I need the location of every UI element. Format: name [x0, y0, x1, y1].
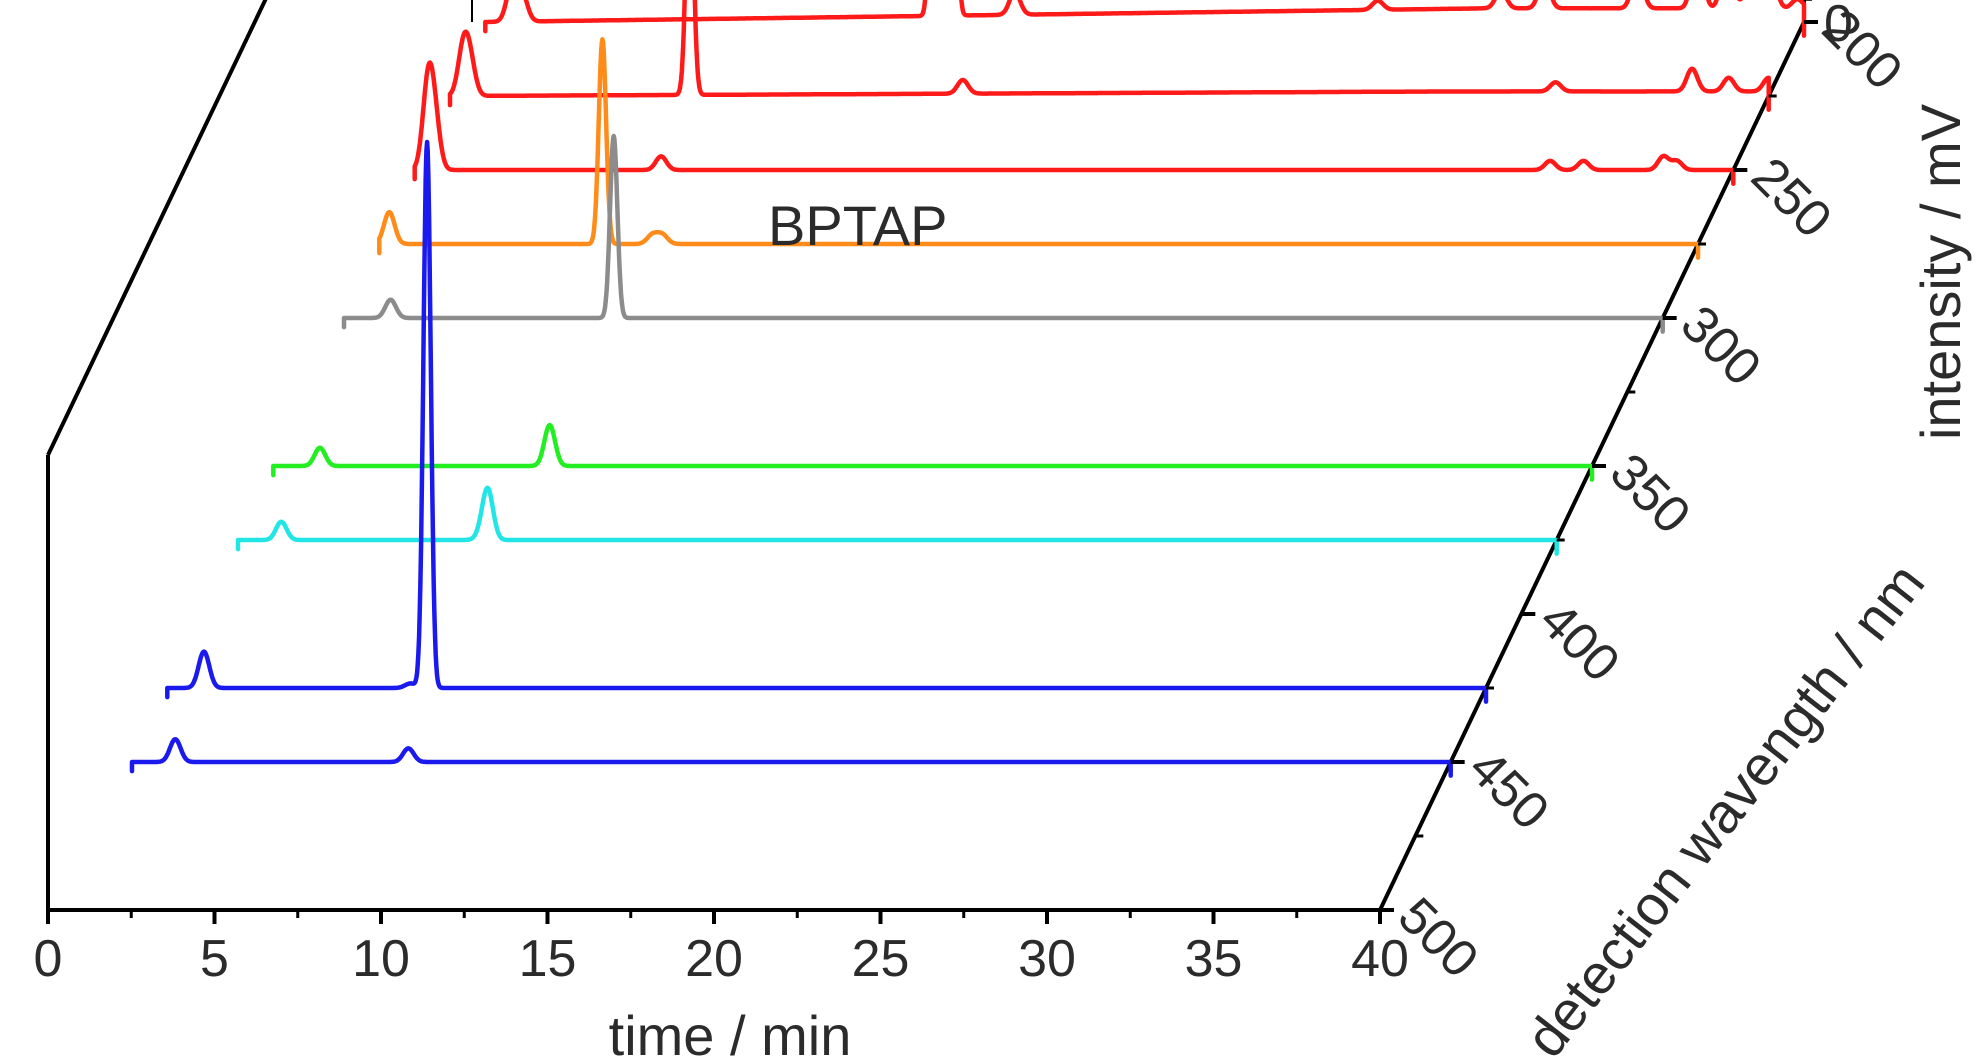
bptap-annotation: BPTAP	[768, 194, 947, 257]
z-tick-label-400: 400	[1528, 591, 1630, 693]
x-tick-label-0: 0	[34, 930, 63, 988]
left-top-diagonal-edge	[46, 0, 268, 456]
y-axis-title: intensity / mV	[1909, 103, 1972, 440]
x-tick-label-35: 35	[1185, 930, 1243, 988]
trace-250nm	[412, 60, 1736, 186]
x-tick-label-10: 10	[352, 930, 410, 988]
chromatogram-traces	[129, 0, 1807, 778]
trace-300nm	[341, 133, 1665, 334]
axes-frame	[46, 0, 1806, 912]
x-tick-label-5: 5	[200, 930, 229, 988]
trace-450nm	[129, 737, 1453, 778]
trace-425nm	[165, 139, 1489, 704]
y-tick-label-0: 0	[1824, 0, 1853, 53]
z-tick-label-300: 300	[1670, 295, 1772, 397]
trace-200nm	[483, 0, 1807, 38]
trace-225nm	[447, 0, 1771, 112]
axis-ticks	[46, 0, 1818, 924]
x-tick-label-15: 15	[519, 930, 577, 988]
axis-labels: 0510152025303540020406080100200250300350…	[34, 0, 1914, 989]
z-tick-label-250: 250	[1740, 147, 1842, 249]
x-axis-title: time / min	[609, 1004, 852, 1063]
trace-350nm	[271, 422, 1595, 482]
x-tick-label-30: 30	[1018, 930, 1076, 988]
x-tick-label-25: 25	[852, 930, 910, 988]
x-tick-label-20: 20	[685, 930, 743, 988]
trace-375nm	[235, 485, 1559, 556]
z-tick-label-350: 350	[1599, 443, 1701, 545]
z-tick-label-450: 450	[1458, 739, 1560, 841]
trace-275nm	[377, 37, 1701, 260]
x-tick-label-40: 40	[1351, 930, 1409, 988]
